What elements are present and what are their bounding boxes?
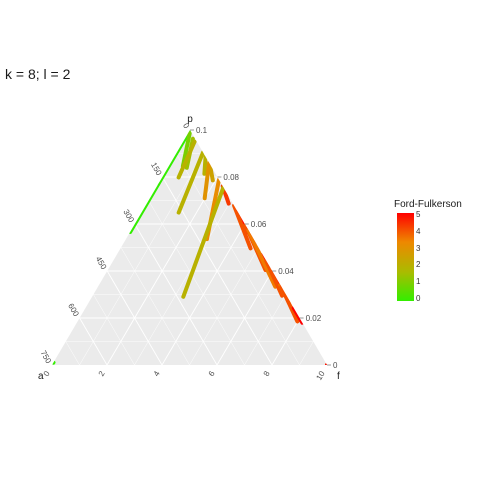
gridline bbox=[134, 200, 232, 366]
tick-label-p: 0 bbox=[333, 361, 338, 370]
tick-label-a: 450 bbox=[94, 255, 109, 272]
gridlines bbox=[65, 153, 314, 366]
legend-tick-label: 4 bbox=[416, 226, 421, 236]
tick-label-a: 150 bbox=[149, 161, 164, 178]
tick-label-f: 4 bbox=[152, 369, 162, 378]
gridline bbox=[189, 247, 259, 366]
tick-label-p: 0.02 bbox=[306, 314, 322, 323]
data-segment bbox=[202, 160, 212, 201]
legend-title: Ford-Fulkerson bbox=[394, 199, 462, 210]
gridline bbox=[120, 247, 190, 366]
tick-label-p: 0.1 bbox=[196, 126, 208, 135]
gridline bbox=[79, 317, 108, 366]
gridline bbox=[299, 341, 314, 366]
data-segment bbox=[246, 228, 278, 289]
legend-tick-label: 0 bbox=[416, 294, 421, 303]
legend-colorbar bbox=[397, 213, 414, 301]
tick-label-a: 600 bbox=[66, 302, 81, 319]
tick-label-f: 0 bbox=[42, 369, 52, 378]
legend-tick-label: 5 bbox=[416, 210, 421, 219]
tick-label-f: 10 bbox=[314, 369, 327, 382]
data-segment bbox=[176, 139, 197, 180]
legend: Ford-Fulkerson 5 4 3 2 1 0 bbox=[394, 199, 462, 303]
data-segment bbox=[176, 150, 206, 215]
vertex-label-p: p bbox=[187, 114, 193, 125]
gridline bbox=[93, 294, 135, 366]
gridline bbox=[148, 200, 245, 366]
data-segment bbox=[279, 284, 300, 324]
vertex-label-f: f bbox=[337, 371, 340, 382]
tick-label-p: 0.04 bbox=[278, 267, 294, 276]
gridline bbox=[79, 153, 204, 366]
tick-label-a: 300 bbox=[121, 208, 136, 225]
gridline bbox=[65, 341, 80, 366]
legend-tick-label: 3 bbox=[416, 243, 421, 253]
gridline bbox=[271, 317, 300, 366]
tick-label-f: 2 bbox=[97, 369, 107, 378]
tick-label-p: 0.08 bbox=[223, 173, 239, 182]
legend-tick-label: 2 bbox=[416, 260, 421, 270]
tick-label-a: 750 bbox=[39, 349, 54, 366]
tick-label-a: 0 bbox=[181, 122, 191, 131]
tick-label-f: 8 bbox=[262, 369, 272, 378]
data-segment bbox=[264, 258, 285, 298]
gridline bbox=[216, 270, 273, 366]
plot-title: k = 8; l = 2 bbox=[5, 66, 71, 82]
tick-label-f: 6 bbox=[207, 369, 217, 378]
data-segment bbox=[202, 154, 208, 176]
vertex-label-a: a bbox=[38, 371, 44, 382]
legend-tick-label: 1 bbox=[416, 277, 421, 287]
gridline bbox=[244, 294, 287, 366]
gridline bbox=[106, 270, 163, 366]
tick-label-p: 0.06 bbox=[251, 220, 267, 229]
data-segment bbox=[232, 203, 253, 251]
gridline bbox=[176, 153, 300, 366]
data-segment bbox=[181, 185, 226, 299]
